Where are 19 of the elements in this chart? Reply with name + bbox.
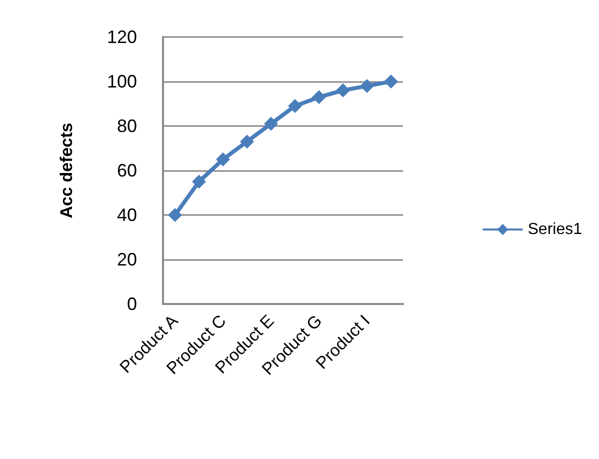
y-tick-label: 120 [106, 27, 137, 47]
point [192, 174, 206, 189]
y-tick-label: 0 [126, 294, 137, 314]
point [288, 98, 302, 113]
y-tick-label: 100 [106, 72, 137, 92]
y-tick-label: 60 [116, 160, 137, 180]
point [264, 116, 278, 131]
point [168, 208, 182, 222]
y-axis-title: Acc defects [57, 122, 76, 218]
point [312, 90, 326, 104]
legend-label: Series1 [528, 221, 582, 238]
y-tick-label: 20 [116, 250, 137, 270]
point [360, 78, 374, 93]
point [216, 152, 230, 166]
y-tick-label: 80 [116, 116, 137, 136]
point [240, 134, 254, 149]
y-tick-label: 40 [116, 205, 137, 225]
point [384, 74, 398, 88]
point [336, 83, 350, 98]
